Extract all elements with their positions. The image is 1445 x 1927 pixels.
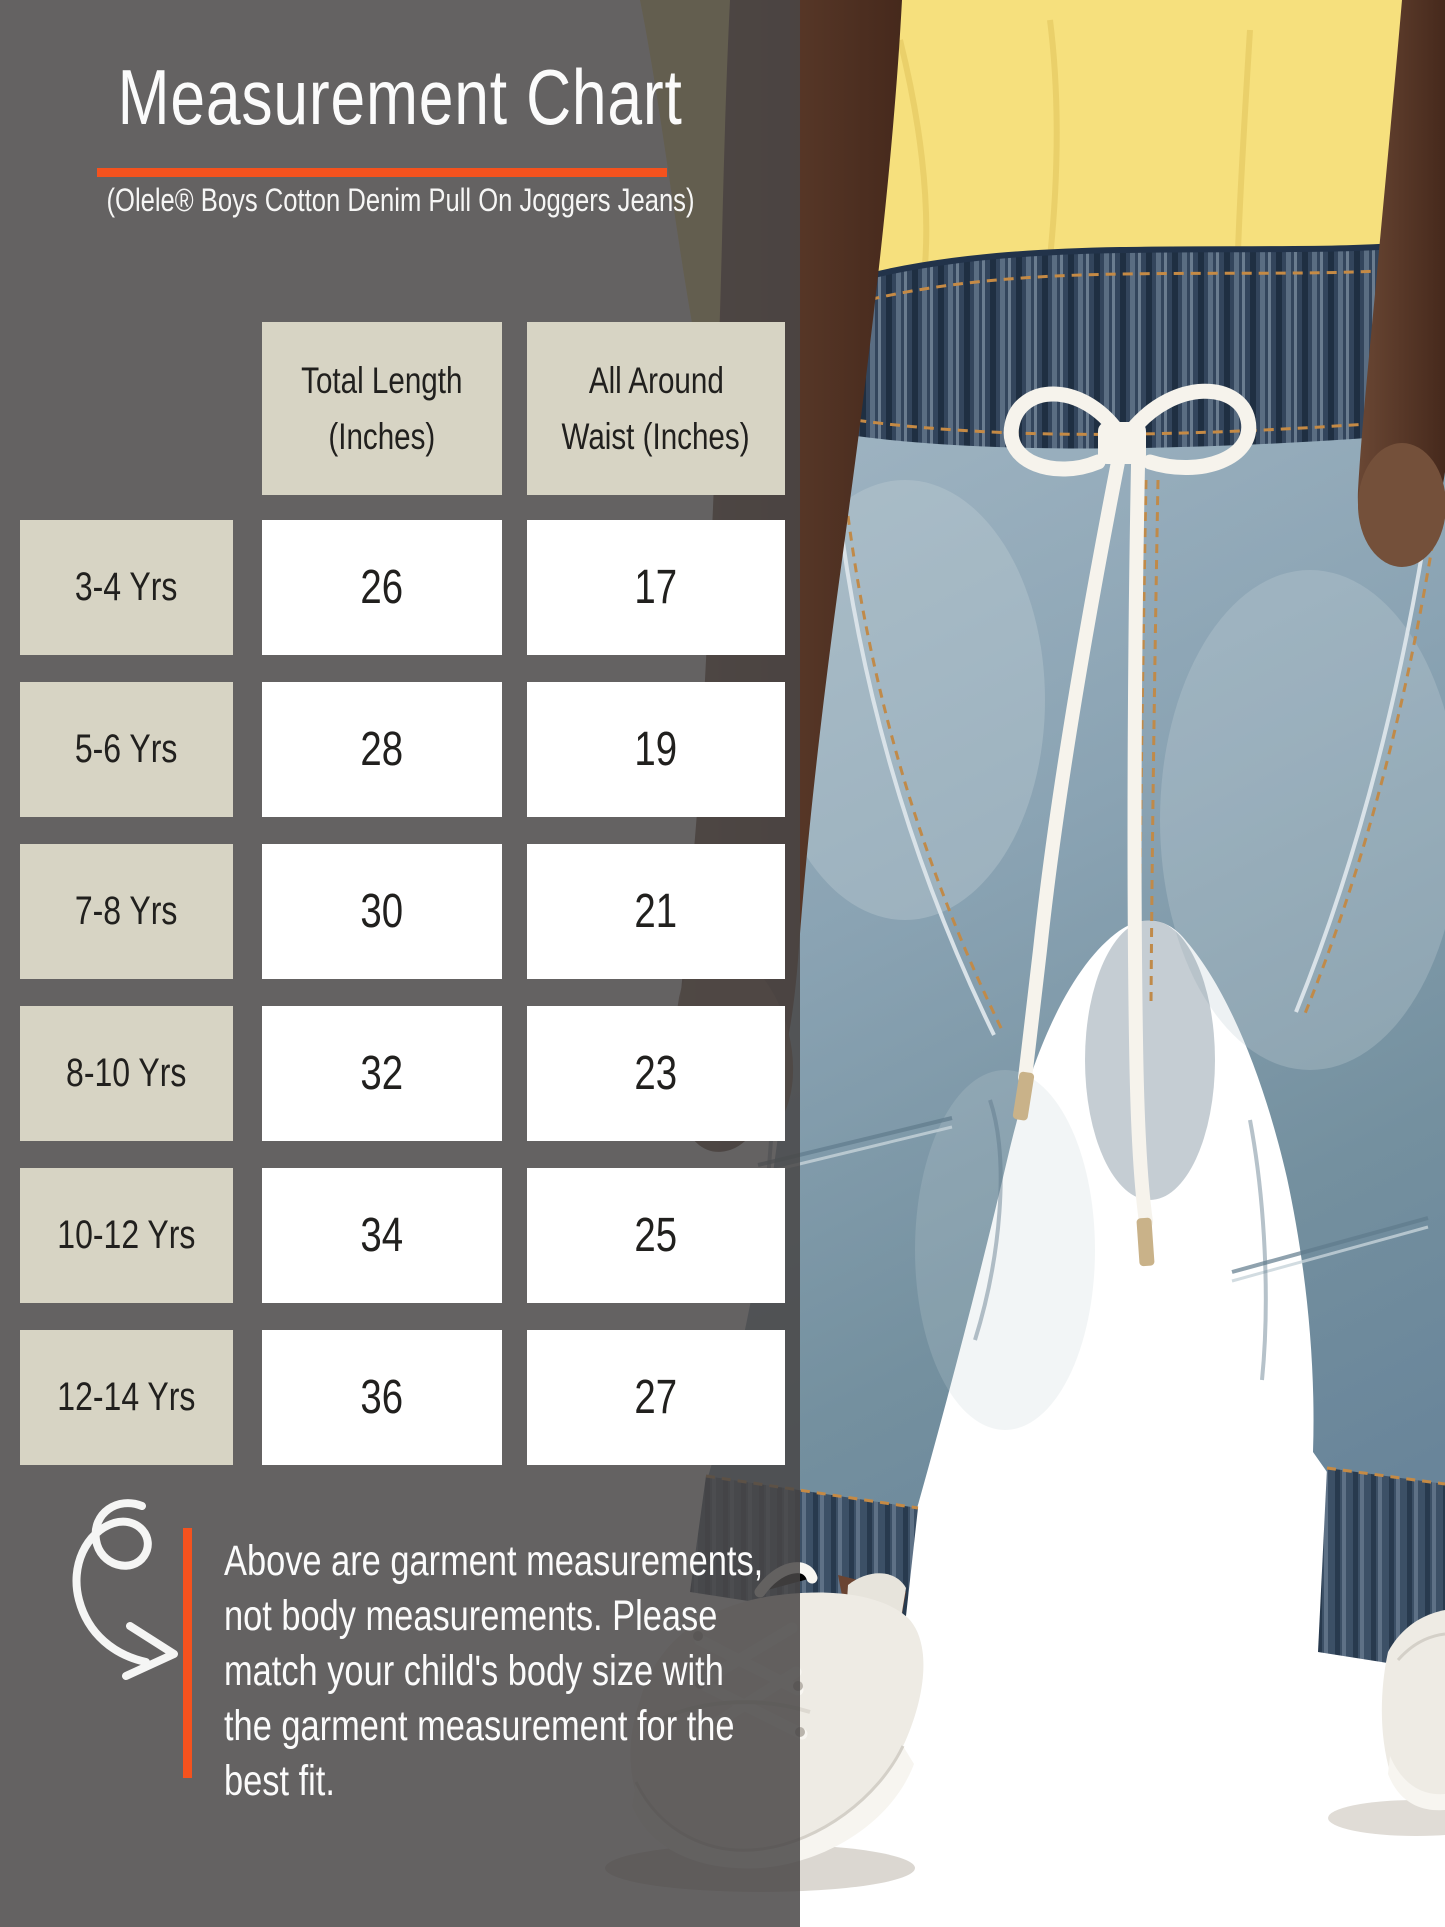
waist-value-cell: 25 (527, 1168, 785, 1303)
size-label-cell: 8-10 Yrs (20, 1006, 233, 1141)
right-knee-seam (1231, 1216, 1429, 1274)
note-text: Above are garment measurements, not body… (224, 1537, 764, 1805)
drawstring-aglet (1012, 1071, 1035, 1121)
right-arm (1357, 0, 1445, 567)
drawstring (1003, 383, 1257, 1267)
waistband-stitch-bottom (805, 410, 1445, 436)
total-length-value-cell: 28 (262, 682, 502, 817)
size-label-cell: 12-14 Yrs (20, 1330, 233, 1465)
size-label-cell: 7-8 Yrs (20, 844, 233, 979)
page-subtitle: (Olele® Boys Cotton Denim Pull On Jogger… (106, 182, 694, 218)
waist-value-cell: 23 (527, 1006, 785, 1141)
denim-joggers (707, 418, 1445, 1512)
waist-value-cell: 27 (527, 1330, 785, 1465)
column-header-total-length: Total Length (Inches) (262, 322, 502, 495)
total-length-value-cell: 34 (262, 1168, 502, 1303)
page-title: Measurement Chart (117, 53, 683, 141)
waist-value-cell: 19 (527, 682, 785, 817)
shoe-shadow-right (1328, 1800, 1445, 1836)
size-label-cell: 3-4 Yrs (20, 520, 233, 655)
right-hand (1358, 443, 1445, 567)
size-label-cell: 5-6 Yrs (20, 682, 233, 817)
size-label-cell: 10-12 Yrs (20, 1168, 233, 1303)
total-length-value-cell: 36 (262, 1330, 502, 1465)
waist-value-cell: 21 (527, 844, 785, 979)
elastic-waistband (801, 239, 1445, 449)
drawstring-knot (1098, 422, 1146, 464)
left-pocket-seam (836, 504, 996, 1036)
curly-arrow-icon (72, 1499, 178, 1680)
white-sneaker-right (1381, 1610, 1445, 1811)
total-length-value-cell: 30 (262, 844, 502, 979)
total-length-value-cell: 32 (262, 1006, 502, 1141)
note-accent-bar (183, 1528, 192, 1778)
total-length-value-cell: 26 (262, 520, 502, 655)
column-header-waist: All Around Waist (Inches) (527, 322, 785, 495)
waist-value-cell: 17 (527, 520, 785, 655)
right-pocket-seam (1294, 504, 1432, 1013)
title-underline (97, 168, 667, 177)
